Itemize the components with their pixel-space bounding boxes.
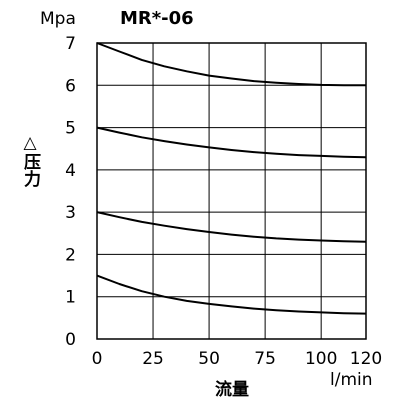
- series-line-4: [96, 274, 367, 315]
- x-tick-label: 25: [142, 349, 164, 369]
- curves: [96, 42, 367, 315]
- y-tick-label: 7: [65, 34, 76, 54]
- x-axis-label: 流量: [215, 379, 249, 400]
- y-tick-label: 4: [65, 161, 76, 181]
- x-tick-labels: 0 25 50 75 100 120: [92, 349, 383, 369]
- y-tick-labels: 0 1 2 3 4 5 6 7: [65, 34, 76, 350]
- y-tick-label: 1: [65, 288, 76, 308]
- x-tick-label: 0: [92, 349, 103, 369]
- chart-title: MR*-06: [120, 8, 194, 29]
- x-tick-label: 75: [254, 349, 276, 369]
- series-line-2: [96, 126, 367, 159]
- grid: [97, 43, 366, 339]
- y-tick-label: 6: [65, 76, 76, 96]
- plot-frame: [96, 42, 367, 340]
- x-tick-label: 100: [305, 349, 337, 369]
- y-tick-label: 0: [65, 330, 76, 350]
- series-line-1: [96, 42, 366, 87]
- x-tick-label: 50: [198, 349, 220, 369]
- x-unit-label: l/min: [330, 370, 373, 390]
- y-tick-label: 2: [65, 245, 76, 265]
- y-tick-label: 5: [65, 119, 76, 139]
- series-line-3: [96, 211, 367, 243]
- y-tick-label: 3: [65, 203, 76, 223]
- y-unit-label: Mpa: [40, 9, 76, 29]
- y-axis-label: △压力: [20, 133, 41, 188]
- x-tick-label: 120: [350, 349, 382, 369]
